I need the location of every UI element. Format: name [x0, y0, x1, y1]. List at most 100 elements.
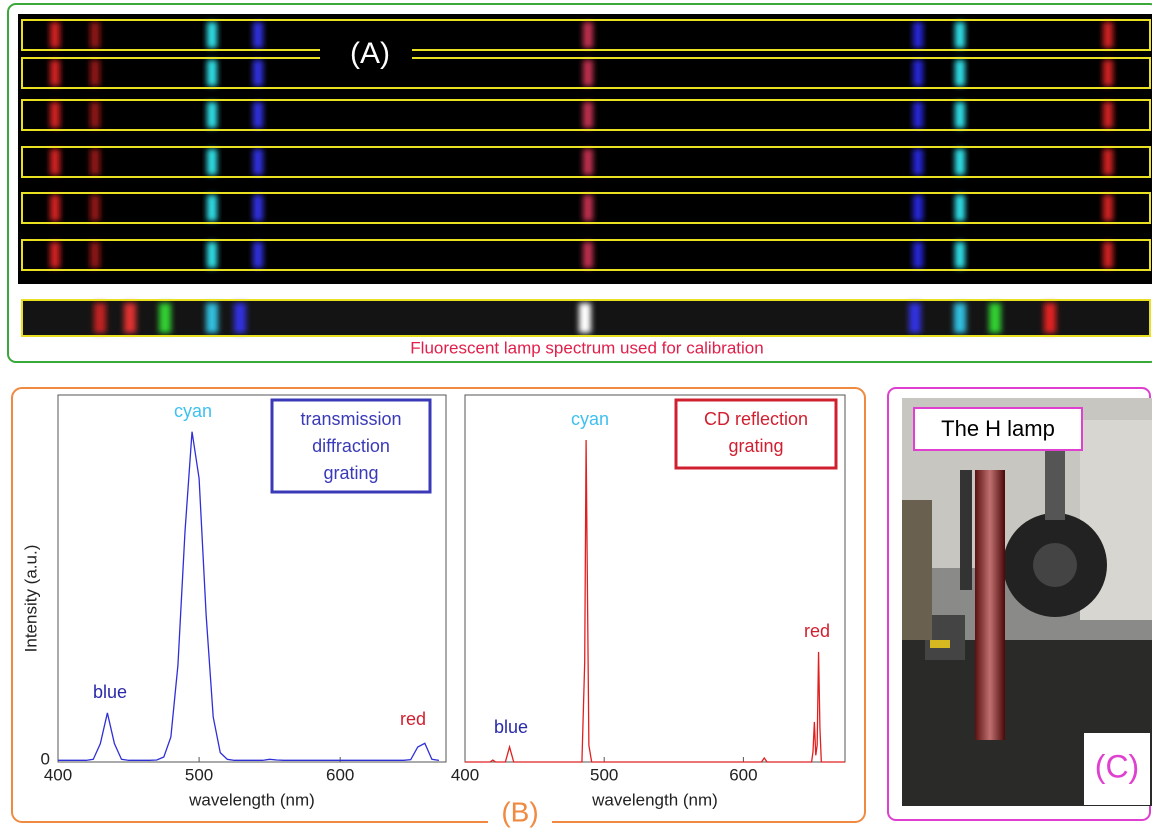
calibration-line [909, 303, 921, 333]
legend-text: grating [728, 436, 783, 456]
spectral-line [583, 149, 593, 175]
spectral-line [207, 22, 217, 48]
x-axis-label: wavelength (nm) [591, 790, 718, 809]
legend-text: transmission [300, 409, 401, 429]
legend-text: CD reflection [704, 409, 808, 429]
spectral-line [955, 60, 965, 86]
label-background [1084, 733, 1150, 805]
spectral-line [50, 102, 60, 128]
panel-label: (B) [501, 796, 538, 827]
calibration-line [159, 303, 171, 333]
spectral-line [50, 242, 60, 268]
calibration-line [124, 303, 136, 333]
panel-label: (A) [350, 37, 390, 70]
spectral-line [253, 149, 263, 175]
spectral-line [583, 22, 593, 48]
spectrum-line [465, 440, 845, 763]
spectral-line [1103, 60, 1113, 86]
spectral-line [955, 195, 965, 221]
spectral-line [1103, 149, 1113, 175]
spectral-line [583, 102, 593, 128]
spectral-line [1103, 195, 1113, 221]
caption: Fluorescent lamp spectrum used for calib… [410, 338, 763, 357]
peak-label: cyan [174, 401, 212, 421]
calibration-line [94, 303, 106, 333]
spectral-line [253, 102, 263, 128]
spectral-line [50, 149, 60, 175]
spectral-line [955, 242, 965, 268]
row-box [21, 146, 1151, 178]
spectral-line [253, 242, 263, 268]
label-background [488, 800, 552, 829]
spectral-line [90, 149, 100, 175]
spectral-line [207, 60, 217, 86]
calibration-line [579, 303, 591, 333]
calibration-line [1044, 303, 1056, 333]
spectra-rows [21, 19, 1151, 271]
legend-box [270, 398, 432, 494]
spectral-line [90, 22, 100, 48]
spectral-line [913, 102, 923, 128]
x-tick-label: 600 [729, 765, 757, 784]
calibration-line [206, 303, 218, 333]
spectral-line [90, 60, 100, 86]
spectral-line [50, 60, 60, 86]
legend-text: grating [323, 463, 378, 483]
spectral-line [253, 22, 263, 48]
spectral-line [913, 195, 923, 221]
spectral-line [955, 22, 965, 48]
row-box [21, 192, 1151, 224]
tag-box [913, 407, 1083, 451]
label-background [320, 34, 412, 74]
row-box [21, 99, 1151, 131]
spectral-line [90, 195, 100, 221]
x-tick-label: 500 [590, 765, 618, 784]
calibration-line [954, 303, 966, 333]
spectral-line [253, 195, 263, 221]
spectral-line [955, 149, 965, 175]
row-box [21, 19, 1151, 51]
spectral-line [913, 22, 923, 48]
y-axis-label: Intensity (a.u.) [21, 545, 40, 653]
x-tick-label: 600 [326, 765, 354, 784]
x-tick-label: 400 [451, 765, 479, 784]
spectral-line [913, 149, 923, 175]
spectral-line [913, 60, 923, 86]
spectral-line [50, 22, 60, 48]
spectral-line [1103, 242, 1113, 268]
spectral-line [583, 242, 593, 268]
spectral-line [207, 149, 217, 175]
spectral-line [583, 60, 593, 86]
y-tick-label: 0 [41, 749, 50, 768]
calibration-lines [94, 303, 1056, 333]
peak-label: blue [494, 717, 528, 737]
row-box [21, 57, 1151, 89]
panel-label: (C) [1095, 748, 1139, 784]
peak-label: red [804, 621, 830, 641]
spectrum-line [58, 431, 440, 761]
calibration-line [234, 303, 246, 333]
spectral-line [583, 195, 593, 221]
spectral-line [207, 195, 217, 221]
calibration-box [21, 299, 1151, 337]
legend-box [674, 398, 838, 470]
spectral-line [913, 242, 923, 268]
peak-label: blue [93, 682, 127, 702]
charts: 400 500 600 0 wavelength (nm) Intensity (a.u.… [21, 394, 846, 809]
spectral-line [253, 60, 263, 86]
spectral-line [90, 102, 100, 128]
spectral-line [90, 242, 100, 268]
x-tick-label: 400 [44, 765, 72, 784]
spectral-line [207, 242, 217, 268]
x-tick-label: 500 [185, 765, 213, 784]
spectral-line [1103, 102, 1113, 128]
spectral-line [955, 102, 965, 128]
x-axis-label: wavelength (nm) [188, 790, 315, 809]
spectral-line [50, 195, 60, 221]
spectral-line [1103, 22, 1113, 48]
peak-label: cyan [571, 409, 609, 429]
row-box [21, 239, 1151, 271]
spectral-line [207, 102, 217, 128]
